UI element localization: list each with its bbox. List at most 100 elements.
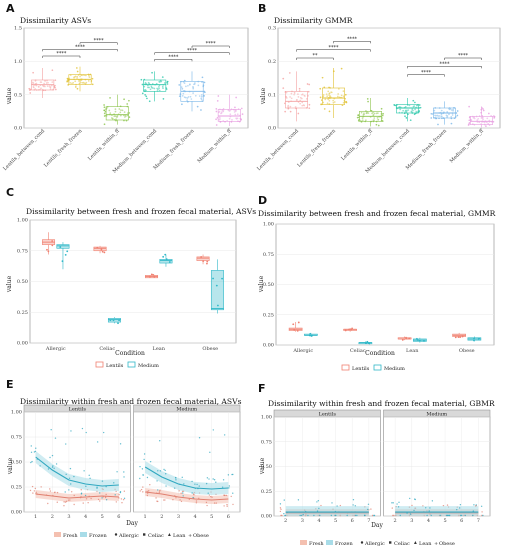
panel-f-facet-0-frozen-point [300,514,303,517]
point-d-lentils [348,328,350,331]
point-a [218,110,221,113]
point-a [220,111,223,113]
panel-title-a: Dissimilarity ASVs [20,16,91,25]
point-a [158,89,161,92]
panel-e-facet-0-fresh-trend-line [35,493,119,499]
point-b [303,104,306,107]
panel-e-facet-0-frozen-point [102,431,105,434]
point-b [456,110,459,112]
panel-f-facet-0-frozen-point [319,514,321,517]
point-b [321,76,324,79]
point-a [31,81,34,84]
panel-e-facet-1-frozen-point [175,479,177,481]
box-b-1-box [322,87,345,105]
panel-f-facet-1-frozen-point [426,514,428,517]
panel-e-facet-0-frozen-point [70,430,72,432]
panel-f-facet-0-frozen-point [356,514,358,517]
point-a [103,106,106,109]
box-b-0-box [285,91,308,109]
point-c-medium [64,253,67,256]
point-a [234,113,237,116]
point-a [198,95,201,97]
panel-f-facet-1-fresh-point [481,511,483,513]
point-b [361,117,364,119]
point-b [327,90,330,93]
legend-f-lean: Lean [419,541,432,547]
point-c-lentils [100,248,103,251]
panel-e-facet-1-xtick-label: 4 [193,514,196,520]
ylabel-a: value [6,87,13,105]
point-a [115,118,117,121]
legend-f-celiac: Celiac [394,541,410,547]
point-a [43,82,45,85]
panel-f-facet-1-frozen-point [414,498,416,501]
significance-label: **** [94,38,105,44]
point-b [340,94,343,97]
panel-e-facet-1-fresh-point [179,499,181,501]
panel-e-facet-1-fresh-point [230,495,232,498]
significance-bracket [42,55,81,58]
panel-e-facet-0-frozen-point [101,480,104,482]
panel-e-facet-1-frozen-point [183,483,185,485]
panel-f-facet-0-fresh-point [370,508,372,510]
point-b [332,99,335,102]
legend-e-lean: Lean [173,533,186,539]
point-a [178,84,181,86]
panel-f-facet-1-frozen-point [430,514,432,517]
point-b [330,91,332,94]
panel-f-facet-0-ytick-label: 1.00 [261,415,272,421]
point-c-lentils [101,250,104,253]
point-b [332,101,335,104]
point-a [147,81,150,84]
panel-e-facet-0-frozen-point [123,497,126,500]
significance-label: **** [458,53,469,59]
point-b [367,112,370,114]
xtick-label-d: Allergic [292,348,313,354]
point-d-medium [416,337,418,340]
point-b [433,109,436,112]
xtick-label-b: Medium_within_ff [449,128,486,165]
point-c-lentils [103,251,106,254]
point-d-lentils [344,329,347,332]
panel-e-facet-0-fresh-point [40,486,42,488]
panel-f-facet-1-frozen-point [409,497,411,500]
point-b [468,105,470,108]
panel-f-facet-1-frozen-point [458,507,461,509]
point-a [183,96,186,99]
point-b [450,122,453,125]
point-c-medium [112,319,115,322]
point-b [307,90,310,93]
xtick-label-d: Obese [459,348,475,354]
panel-f-facet-0-fresh-point [279,510,282,513]
panel-e-facet-1-frozen-point [205,482,208,485]
panel-c-ytick-label: 0.00 [17,341,28,347]
point-a [85,74,87,77]
panel-e-facet-0-frozen-point [99,492,101,494]
point-a [110,117,113,119]
point-b [492,115,495,117]
point-b [448,113,450,116]
panel-e-facet-0-fresh-point [90,497,92,500]
panel-e-facet-0-fresh-point [56,491,59,494]
point-c-lentils [206,260,209,263]
xlabel-f: Day [371,522,383,529]
panel-e-facet-1-fresh-trend-line [145,491,229,501]
panel-e-facet-0-fresh-point [67,499,70,501]
legend-c-medium: Medium [138,363,159,369]
point-a [87,80,90,82]
point-d-medium [308,334,311,337]
panel-e-facet-0-frozen-point [31,460,33,463]
point-a [91,77,94,80]
point-a [74,80,77,83]
panel-e-facet-0-frozen-point [39,465,41,467]
point-a [203,95,205,97]
point-b [404,105,407,108]
panel-e-facet-0-fresh-point [120,498,123,500]
panel-f-facet-0-fresh-point [371,514,374,517]
panel-letter-f: F [258,382,266,395]
point-a [217,95,220,97]
panel-e-facet-0-frozen-point [55,463,58,465]
legend-c-lentils: Lentils [106,363,124,369]
legend-f-frozen-key [326,540,333,545]
legend-e-allergic: Allergic [118,533,139,539]
